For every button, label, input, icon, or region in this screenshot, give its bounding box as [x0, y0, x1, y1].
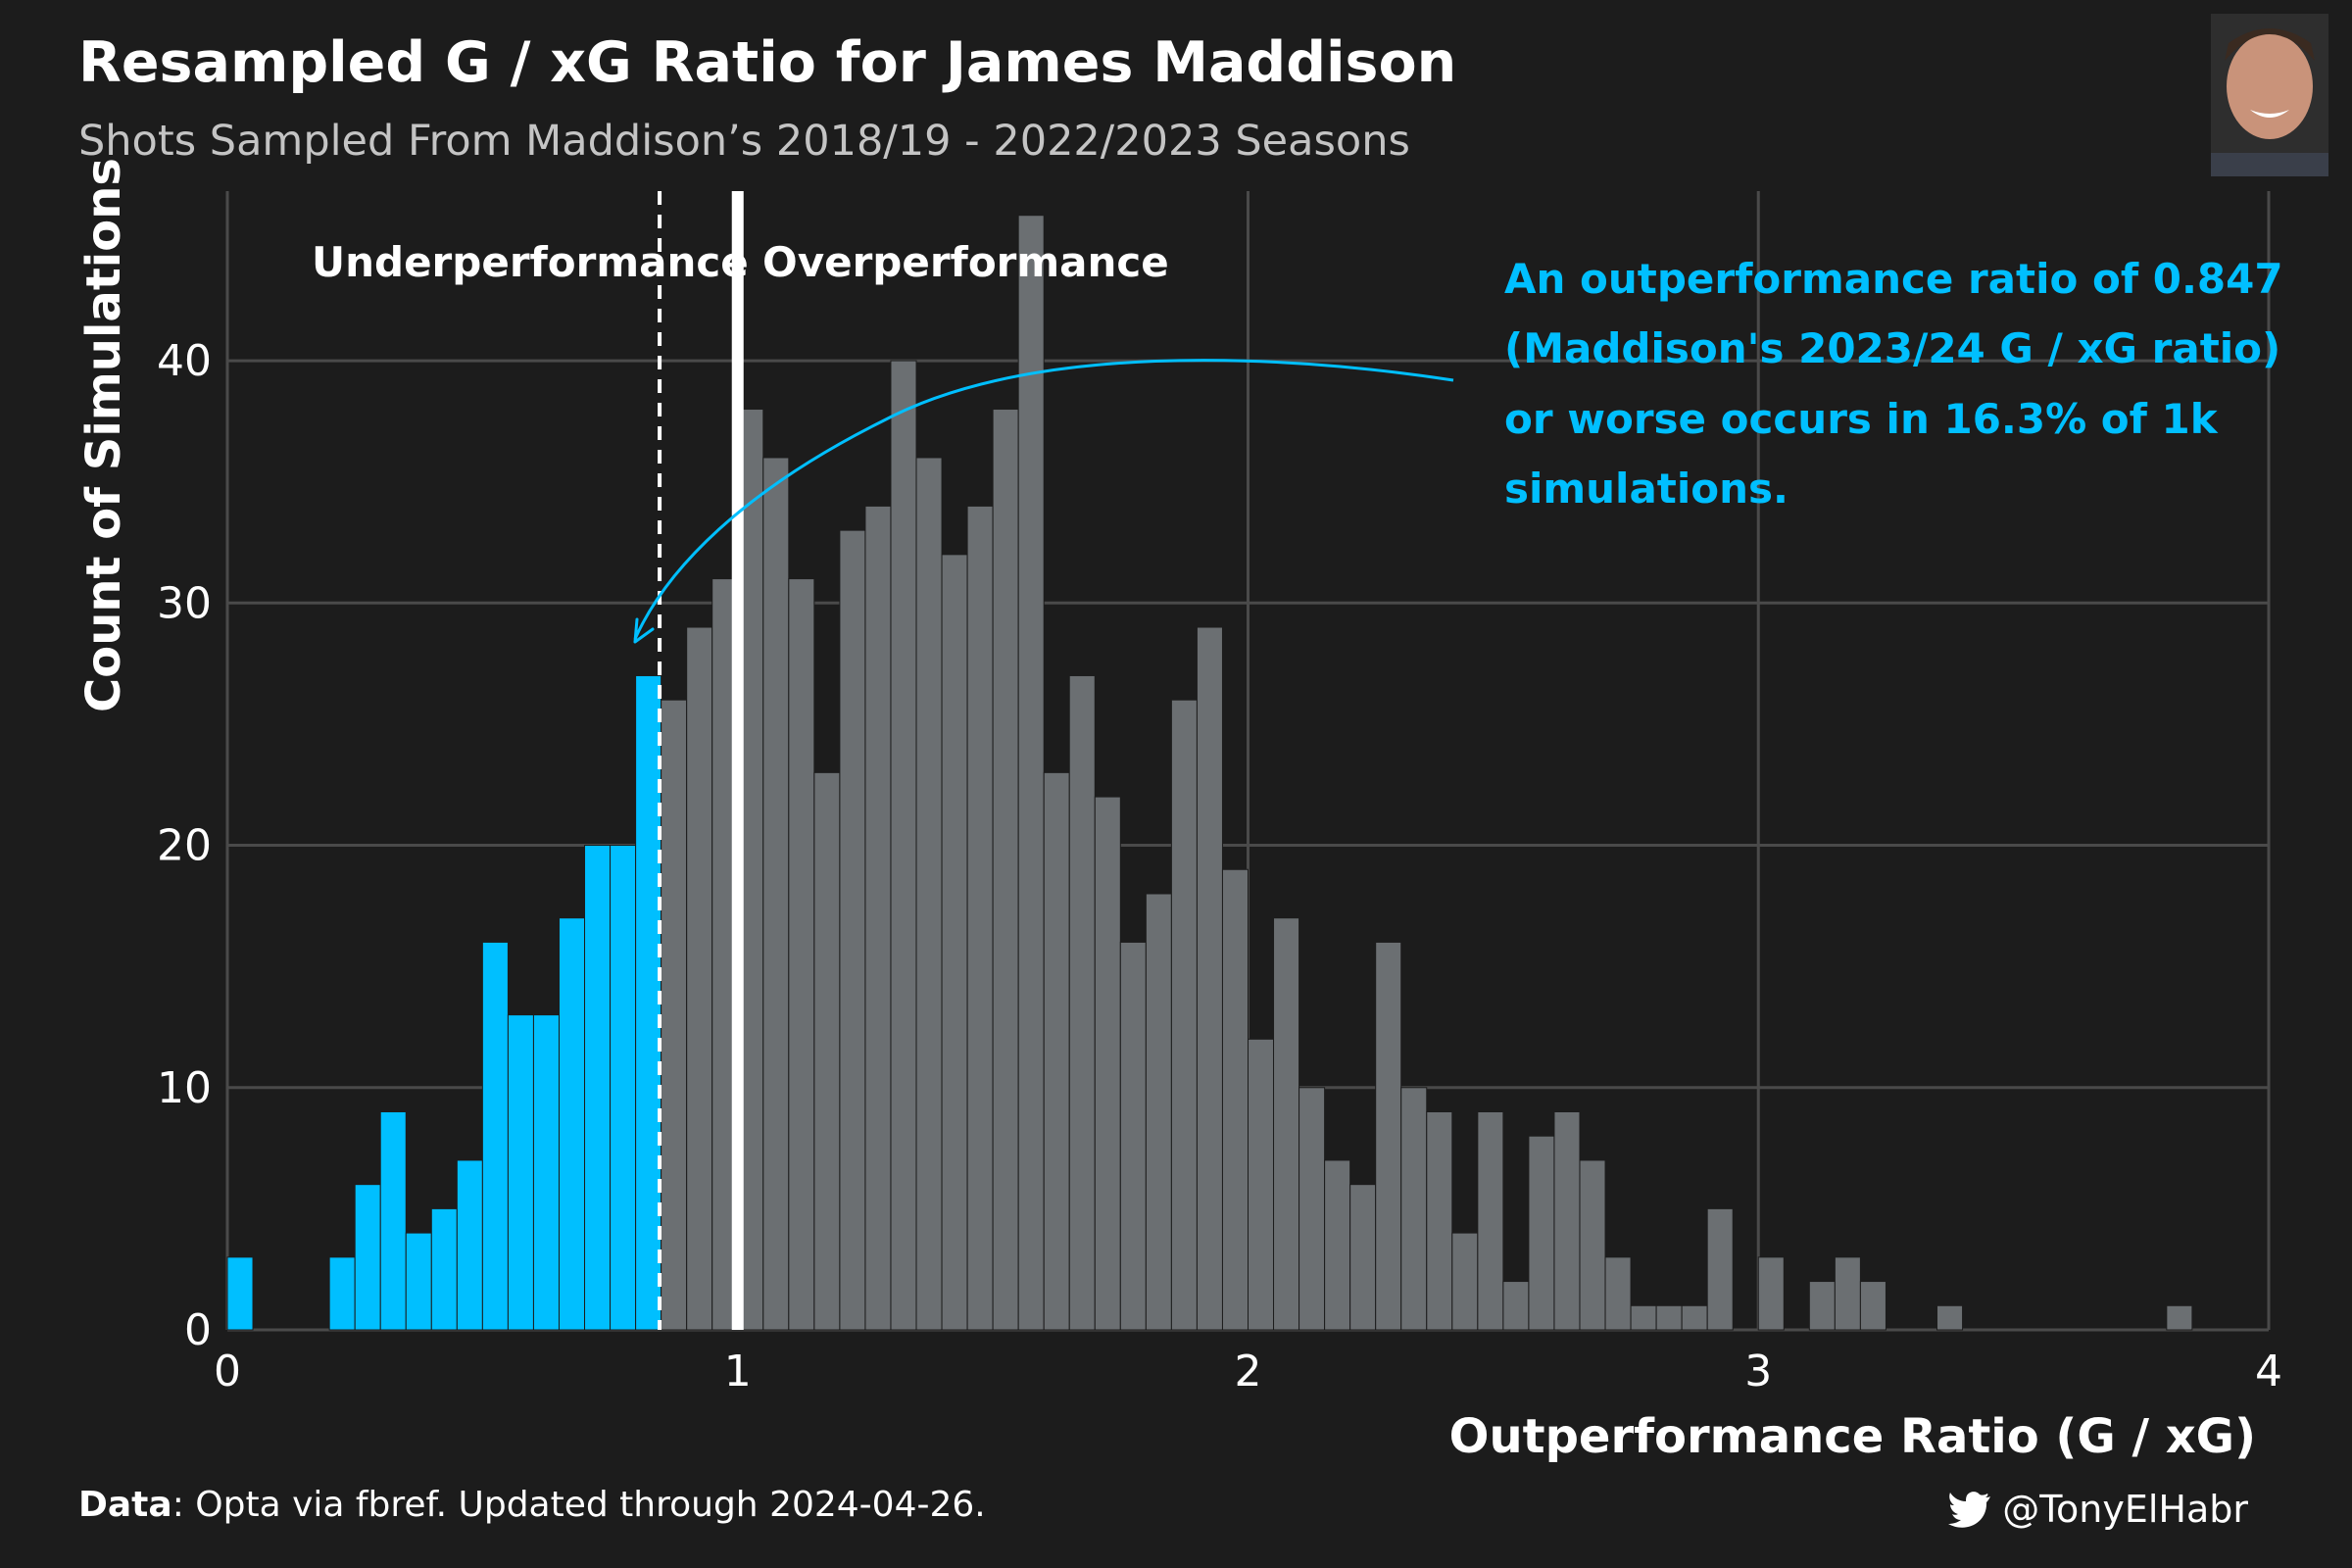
credit-handle: @TonyElHabr: [2002, 1488, 2248, 1531]
histogram-bar: [635, 674, 662, 1331]
histogram-bar: [1706, 1207, 1734, 1331]
histogram-bar: [1298, 1087, 1326, 1331]
annotation-line-1: An outperformance ratio of 0.847: [1504, 255, 2283, 303]
data-caption-text: : Opta via fbref. Updated through 2024-0…: [172, 1485, 986, 1525]
y-tick-label: 20: [157, 821, 212, 871]
bars-layer: [226, 215, 2193, 1331]
twitter-bird-icon: [1948, 1492, 1990, 1528]
data-caption: Data: Opta via fbref. Updated through 20…: [78, 1485, 986, 1525]
histogram-bar: [1017, 215, 1045, 1331]
data-caption-label: Data: [78, 1485, 172, 1525]
histogram-bar: [839, 529, 866, 1331]
histogram-bar: [1834, 1256, 1861, 1331]
underperformance-label: Underperformance: [312, 238, 749, 286]
annotation-line-4: simulations.: [1504, 465, 1788, 513]
histogram-bar: [1502, 1281, 1530, 1331]
histogram-bar: [1400, 1087, 1428, 1331]
histogram-bar: [661, 699, 688, 1331]
histogram-bar: [558, 917, 586, 1331]
histogram-bar: [430, 1207, 458, 1331]
y-axis-title: Count of Simulations: [76, 158, 131, 712]
histogram-bar: [1221, 868, 1250, 1331]
histogram-bar: [1579, 1159, 1606, 1331]
histogram-bar: [1553, 1110, 1581, 1331]
histogram-bar: [1604, 1256, 1632, 1331]
histogram-bar: [481, 941, 509, 1331]
histogram-bar: [941, 554, 968, 1331]
histogram-bar: [966, 505, 994, 1331]
histogram-bar: [1451, 1232, 1479, 1331]
histogram-bar: [1324, 1159, 1351, 1331]
histogram-bar: [686, 626, 713, 1331]
histogram-bar: [507, 1014, 534, 1331]
histogram-bar: [354, 1184, 381, 1331]
histogram-bar: [1477, 1110, 1504, 1331]
histogram-bar: [1681, 1304, 1708, 1331]
histogram-bar: [610, 845, 637, 1331]
histogram-bar: [813, 771, 841, 1331]
histogram-bar: [2166, 1304, 2193, 1331]
histogram-bar: [788, 578, 815, 1331]
histogram-bar: [1349, 1184, 1377, 1331]
chart-title: Resampled G / xG Ratio for James Maddiso…: [78, 30, 1456, 95]
y-tick-label: 0: [184, 1305, 212, 1355]
histogram-bar: [1145, 893, 1172, 1331]
annotation-arrow: [633, 359, 1454, 644]
histogram-bar: [1043, 771, 1070, 1331]
histogram-bar: [226, 1256, 254, 1331]
x-tick-label: 2: [1235, 1347, 1262, 1396]
histogram-bar: [1248, 1038, 1275, 1331]
histogram-bar: [1273, 917, 1300, 1331]
chart-subtitle: Shots Sampled From Maddison’s 2018/19 - …: [78, 117, 1410, 166]
histogram-bar: [1859, 1281, 1886, 1331]
y-tick-label: 40: [157, 336, 212, 386]
annotation-arrow-head: [633, 617, 655, 644]
histogram-bar: [379, 1110, 407, 1331]
ticks-layer: 0 10 20 30 40 0 1 2 3 4: [157, 336, 2282, 1396]
y-tick-label: 10: [157, 1063, 212, 1113]
annotation-text: An outperformance ratio of 0.847 (Maddis…: [1504, 255, 2283, 513]
x-tick-label: 4: [2255, 1347, 2282, 1396]
histogram-bar: [1528, 1135, 1555, 1331]
histogram-bar: [890, 360, 917, 1331]
annotation-line-2: (Maddison's 2023/24 G / xG ratio): [1504, 324, 2280, 372]
histogram-bar: [1757, 1256, 1785, 1331]
histogram-bar: [1196, 626, 1223, 1331]
y-tick-label: 30: [157, 578, 212, 628]
histogram-bar: [762, 457, 790, 1331]
histogram-bar: [1119, 941, 1147, 1331]
histogram-bar: [864, 505, 892, 1331]
histogram-bar: [328, 1256, 356, 1331]
histogram-bar: [584, 845, 612, 1331]
overperformance-label: Overperformance: [762, 238, 1169, 286]
histogram-bar: [1375, 941, 1402, 1331]
histogram-bar: [1808, 1281, 1836, 1331]
x-axis-title: Outperformance Ratio (G / xG): [1449, 1409, 2256, 1464]
annotation-arrow-curve: [633, 359, 1454, 640]
histogram-bar: [456, 1159, 483, 1331]
annotation-line-3: or worse occurs in 16.3% of 1k: [1504, 395, 2219, 443]
player-photo: [2211, 14, 2328, 176]
histogram-bar: [1936, 1304, 1964, 1331]
histogram-bar: [1170, 699, 1198, 1331]
histogram-bar: [1094, 796, 1121, 1331]
x-tick-label: 0: [214, 1347, 241, 1396]
histogram-bar: [532, 1014, 560, 1331]
histogram-bar: [1655, 1304, 1683, 1331]
histogram-bar: [1426, 1110, 1453, 1331]
histogram-bar: [1068, 674, 1096, 1331]
x-tick-label: 3: [1744, 1347, 1772, 1396]
histogram-bar: [915, 457, 943, 1331]
histogram-bar: [992, 409, 1019, 1331]
histogram-bar: [1630, 1304, 1657, 1331]
histogram-bar: [405, 1232, 432, 1331]
x-tick-label: 1: [724, 1347, 752, 1396]
